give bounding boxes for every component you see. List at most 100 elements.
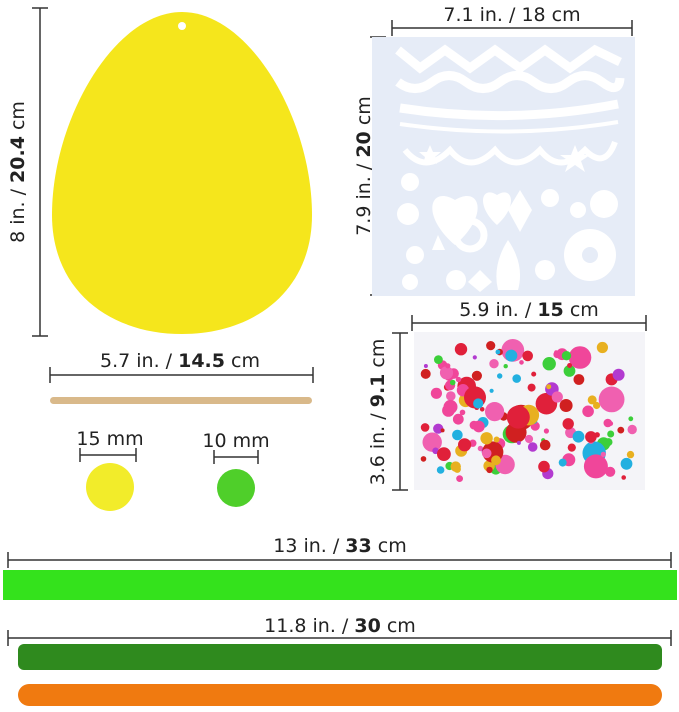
gem-sticker [568,346,592,369]
gem-sticker [430,387,442,399]
gem-height-line [392,332,408,491]
gem-sticker [472,355,477,360]
green-tinsel-pipe-cleaner [18,644,662,670]
gem-sticker [628,416,634,422]
gem-sticker [495,349,501,355]
gem-sticker [567,363,573,368]
green-glitter-pompom [217,469,255,507]
gem-sticker [434,355,443,364]
gem-sticker [452,429,463,441]
gem-sticker [583,454,608,479]
gem-sticker [433,423,444,434]
egg-height-label: 8 in. / 20.4 cm [7,101,29,243]
gem-sticker [538,460,550,473]
gem-sticker [456,475,463,482]
gem-sticker [480,432,493,445]
gem-sticker [621,475,626,480]
gem-sticker [450,461,461,472]
pipe-length-label: 11.8 in. / 30 cm [264,615,416,637]
gem-sticker [558,458,567,467]
gem-sticker [446,391,456,401]
gem-sticker [505,349,518,362]
gem-sticker [440,428,445,433]
gem-sticker [567,443,576,452]
gem-sticker [539,439,551,451]
gem-sticker [437,447,451,461]
stick-length-line [49,367,314,383]
gem-sticker [491,455,501,466]
gem-sticker [420,423,430,432]
gem-sticker [561,351,572,361]
gem-stickers [420,339,637,482]
ribbon-length-label: 13 in. / 33 cm [273,535,407,557]
gem-sticker [542,357,556,371]
gem-sticker [598,386,625,413]
gem-sticker [604,438,613,447]
gem-sticker [531,371,537,377]
gem-sticker [535,392,558,415]
gem-sticker [600,451,606,457]
gem-sticker [454,343,468,356]
egg-height-line [32,7,48,337]
gem-sticker [585,431,597,443]
green-ribbon [3,570,677,600]
gem-sticker [458,438,472,452]
gem-sticker [477,445,484,452]
gem-sticker [422,432,442,452]
gem-sticker [512,374,521,383]
gem-sticker [459,409,466,416]
gem-sticker [587,395,597,405]
gem-sticker [551,391,563,403]
yellow-pompom [86,463,134,511]
gem-sticker [593,401,601,410]
gem-sticker [493,436,500,443]
gem-sticker [486,466,493,474]
gem-sticker [443,399,458,414]
gem-sticker [516,440,521,445]
gem-sticker [452,413,464,425]
stencil-width-label: 7.1 in. / 18 cm [443,4,580,26]
gem-sticker [527,442,538,452]
gem-sticker [506,405,530,429]
dimension-lines [7,7,672,646]
gem-sticker [559,399,573,412]
gem-sticker [572,430,585,443]
stick-length-label: 5.7 in. / 14.5 cm [100,350,260,372]
gem-sticker [420,368,431,379]
pom-small-line [213,450,259,464]
gem-sticker [519,360,524,365]
orange-chenille-stem [18,684,662,706]
gem-sticker [449,379,456,386]
gem-sticker [455,376,462,383]
wooden-stick [50,397,312,404]
gem-sticker [617,426,625,434]
gem-sticker [553,350,561,359]
gem-sticker [620,457,633,470]
gem-sticker [582,405,594,418]
stencil-width-line [391,20,633,36]
gem-sticker [603,418,613,428]
pipe-length-line [7,630,672,646]
gem-sticker [473,398,484,409]
gem-sticker [503,364,508,369]
gem-height-label: 3.6 in. / 9.1 cm [367,339,389,486]
stencil-shapes [397,145,618,292]
gem-sticker [420,456,427,462]
gem-sticker [497,373,503,379]
gem-sticker [527,383,536,392]
gem-sticker [436,466,445,474]
gem-sticker [472,420,485,433]
gem-sticker [522,350,533,362]
gem-sticker [562,418,574,430]
gem-sticker [605,466,616,477]
ribbon-length-line [7,552,672,568]
pom-large-line [79,448,137,462]
gem-sticker [479,407,485,412]
gem-sticker [546,384,552,390]
gem-sticker [489,388,494,393]
gem-sticker [439,366,454,380]
gem-width-line [411,315,647,331]
pom-large-label: 15 mm [76,428,143,450]
stencil-cutouts [395,44,625,166]
